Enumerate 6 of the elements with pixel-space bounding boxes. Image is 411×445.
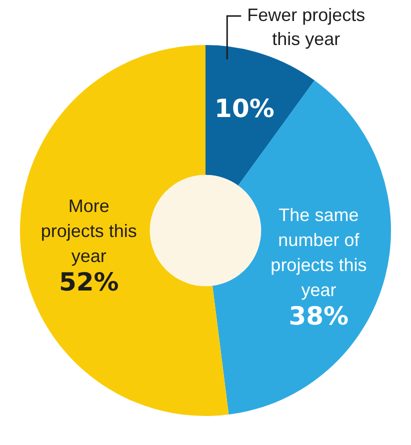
data-label: 38%	[288, 302, 349, 331]
data-label: 52%	[58, 267, 119, 296]
slice-label: The same number of projects this year	[270, 205, 367, 300]
slice-label: More projects this year	[40, 196, 137, 266]
slice-label: Fewer projects this year	[247, 4, 366, 49]
data-label: 10%	[214, 94, 274, 124]
